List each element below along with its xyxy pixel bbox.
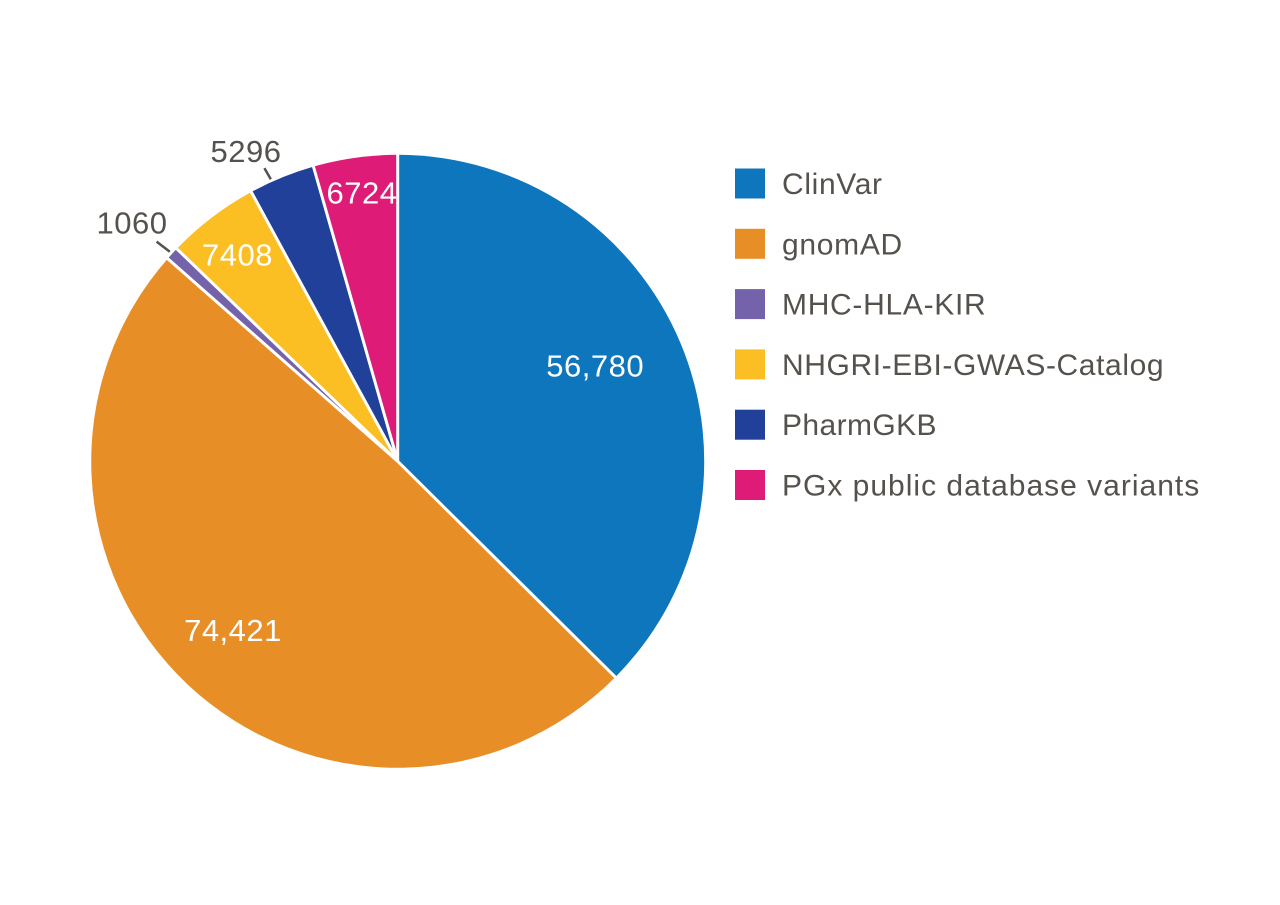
svg-text:PharmGKB: PharmGKB: [782, 409, 937, 442]
svg-text:ClinVar: ClinVar: [782, 168, 883, 201]
svg-text:gnomAD: gnomAD: [782, 228, 903, 261]
svg-text:74,421: 74,421: [184, 613, 282, 648]
svg-text:56,780: 56,780: [546, 348, 644, 383]
svg-text:MHC-HLA-KIR: MHC-HLA-KIR: [782, 289, 986, 322]
svg-text:1060: 1060: [97, 206, 168, 241]
svg-text:6724: 6724: [327, 175, 398, 210]
svg-text:NHGRI-EBI-GWAS-Catalog: NHGRI-EBI-GWAS-Catalog: [782, 349, 1164, 382]
svg-text:PGx public database variants: PGx public database variants: [782, 470, 1200, 503]
svg-text:5296: 5296: [211, 134, 282, 169]
svg-text:7408: 7408: [202, 237, 273, 272]
